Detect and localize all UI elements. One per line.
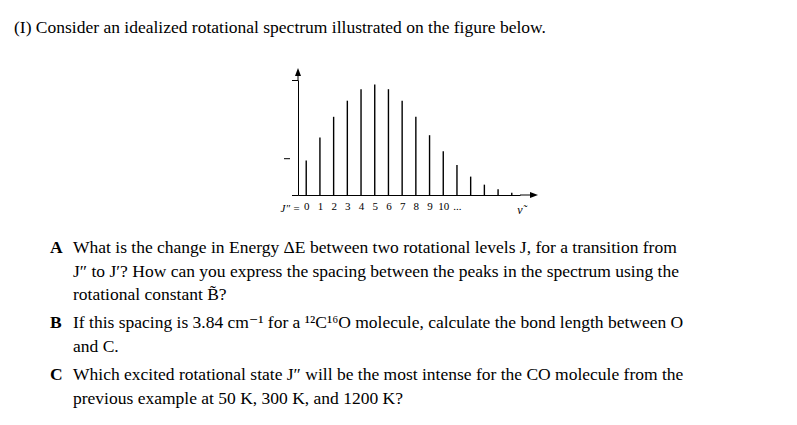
category-label: J″ = xyxy=(281,202,301,214)
spectral-line xyxy=(306,161,307,196)
axis-arrows xyxy=(295,68,538,198)
question: C Which excited rotational state J″ will … xyxy=(50,364,684,408)
question-line: If this spacing is 3.84 cm⁻¹ for a ¹²C¹⁶… xyxy=(73,312,683,332)
x-tick: 0 xyxy=(304,195,310,212)
x-tick-label: 9 xyxy=(427,200,433,212)
x-tick: ... xyxy=(453,195,462,212)
title: (I) Consider an idealized rotational spe… xyxy=(14,17,546,37)
x-tick: 7 xyxy=(400,195,406,212)
x-tick-label: 8 xyxy=(414,200,420,212)
question-line: rotational constant B̃? xyxy=(73,284,227,304)
question: B If this spacing is 3.84 cm⁻¹ for a ¹²C¹… xyxy=(50,312,683,356)
x-tick-label: 4 xyxy=(359,200,365,212)
spectral-line xyxy=(429,135,430,195)
x-tick-label: 3 xyxy=(345,200,351,212)
x-tick-label: 7 xyxy=(400,200,406,212)
spectral-line xyxy=(333,117,334,195)
spectral-line xyxy=(443,151,444,195)
x-axis-line xyxy=(299,195,521,196)
spectral-line xyxy=(511,193,512,195)
spectral-lines xyxy=(306,85,512,195)
x-tick: 3 xyxy=(345,195,351,212)
spectral-line xyxy=(374,85,375,195)
x-tick-label: 6 xyxy=(386,200,392,212)
spectral-line xyxy=(319,138,320,196)
x-axis: 0123456789 10... xyxy=(299,195,521,212)
x-tick-label: 5 xyxy=(372,200,378,212)
x-tick: 4 xyxy=(359,195,365,212)
x-tick-label: ... xyxy=(453,200,462,212)
spectral-line xyxy=(470,177,471,195)
chart: 0123456789 10... J″ = ν̃ xyxy=(281,68,538,217)
question-line: previous example at 50 K, 300 K, and 120… xyxy=(73,388,403,408)
spectral-line xyxy=(401,101,402,195)
question-line: What is the change in Energy ΔE between … xyxy=(73,237,677,257)
spectral-line xyxy=(456,165,457,195)
question: A What is the change in Energy ΔE between… xyxy=(50,237,679,304)
spectral-line xyxy=(415,117,416,195)
x-tick: 6 xyxy=(386,195,392,212)
question-line: and C. xyxy=(73,336,119,356)
x-tick-label: 0 xyxy=(304,200,310,212)
x-tick-label: 10 xyxy=(438,200,450,212)
x-tick: 2 xyxy=(331,195,337,212)
x-tick: 10 xyxy=(438,195,450,212)
page: (I) Consider an idealized rotational spe… xyxy=(0,0,797,425)
question-letter: A xyxy=(50,237,63,257)
question-letter: C xyxy=(50,364,63,384)
spectral-line xyxy=(360,89,361,195)
spectral-line xyxy=(388,89,389,195)
y-axis xyxy=(284,81,299,196)
question-line: J″ to J′? How can you express the spacin… xyxy=(73,261,679,281)
question-line: Which excited rotational state J″ will b… xyxy=(73,364,684,384)
question-letter: B xyxy=(50,312,62,332)
x-tick: 8 xyxy=(414,195,420,212)
spectral-line xyxy=(484,185,485,195)
y-arrow-head xyxy=(295,68,301,76)
spectral-line xyxy=(497,189,498,195)
x-tick: 9 xyxy=(427,195,433,212)
x-axis-label: ν̃ xyxy=(517,203,527,217)
y-tick xyxy=(284,158,290,159)
x-tick: 1 xyxy=(318,195,324,212)
x-tick: 5 xyxy=(372,195,378,212)
spectral-line xyxy=(347,101,348,195)
x-tick-label: 1 xyxy=(318,200,324,212)
y-tick-mark xyxy=(284,158,290,159)
questions: A What is the change in Energy ΔE between… xyxy=(50,237,684,408)
x-arrow-head xyxy=(530,192,538,198)
x-tick-label: 2 xyxy=(331,200,337,212)
y-axis-line xyxy=(292,81,299,196)
